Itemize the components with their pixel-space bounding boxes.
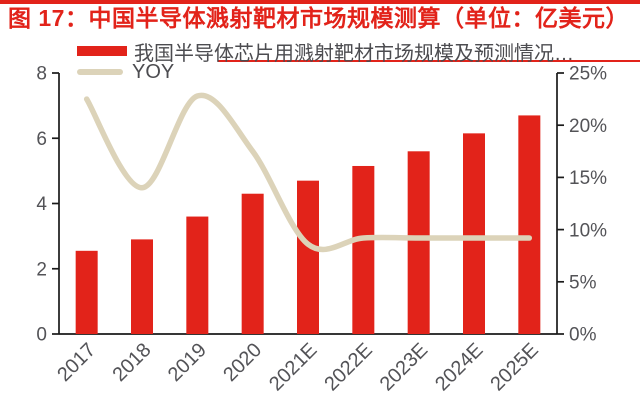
right-axis-tick-label: 10% xyxy=(569,220,607,241)
right-axis-tick-label: 25% xyxy=(569,64,607,85)
x-axis-label-2025E: 2025E xyxy=(486,339,542,395)
bar-series-swatch-icon xyxy=(77,46,127,56)
legend-label-market-size: 我国半导体芯片用溅射靶材市场规模及预测情况… xyxy=(134,42,574,65)
legend-item-market-size: 我国半导体芯片用溅射靶材市场规模及预测情况… xyxy=(77,40,574,65)
x-axis-label-2018: 2018 xyxy=(109,339,156,386)
left-axis-tick-label: 4 xyxy=(36,194,47,215)
table-border-rule xyxy=(218,60,640,62)
legend-item-yoy: YOY xyxy=(77,60,574,83)
bar-2017 xyxy=(75,250,98,334)
top-accent-rule xyxy=(0,0,640,4)
bar-2025E xyxy=(518,115,541,334)
bar-2024E xyxy=(463,133,485,334)
bar-2018 xyxy=(131,239,153,334)
x-axis-label-2023E: 2023E xyxy=(376,339,432,395)
chart-legend: 我国半导体芯片用溅射靶材市场规模及预测情况… YOY xyxy=(77,40,574,83)
left-axis-tick-label: 6 xyxy=(36,129,47,150)
x-axis-label-2024E: 2024E xyxy=(431,339,487,395)
bar-2021E xyxy=(297,180,319,334)
bar-2020 xyxy=(241,193,264,334)
left-axis-tick-label: 2 xyxy=(36,259,47,280)
x-axis-label-2019: 2019 xyxy=(164,339,211,386)
right-axis-tick-label: 0% xyxy=(569,325,597,346)
x-axis-label-2022E: 2022E xyxy=(320,339,376,395)
left-axis-tick-label: 0 xyxy=(36,325,47,346)
bar-2019 xyxy=(186,216,209,334)
yoy-line xyxy=(83,92,533,253)
right-axis-tick-label: 20% xyxy=(569,116,607,137)
bar-2023E xyxy=(407,151,430,334)
figure-title: 图 17：中国半导体溅射靶材市场规模测算（单位：亿美元） xyxy=(8,5,629,31)
right-axis-tick-label: 15% xyxy=(569,168,607,189)
legend-label-yoy: YOY xyxy=(132,60,175,83)
x-axis-label-2020: 2020 xyxy=(219,339,266,386)
x-axis-label-2021E: 2021E xyxy=(265,339,321,395)
x-axis-label-2017: 2017 xyxy=(53,339,100,386)
bar-2022E xyxy=(352,165,375,334)
line-series-swatch-icon xyxy=(77,69,123,75)
left-axis-tick-label: 8 xyxy=(36,64,47,85)
right-axis-tick-label: 5% xyxy=(569,272,597,293)
